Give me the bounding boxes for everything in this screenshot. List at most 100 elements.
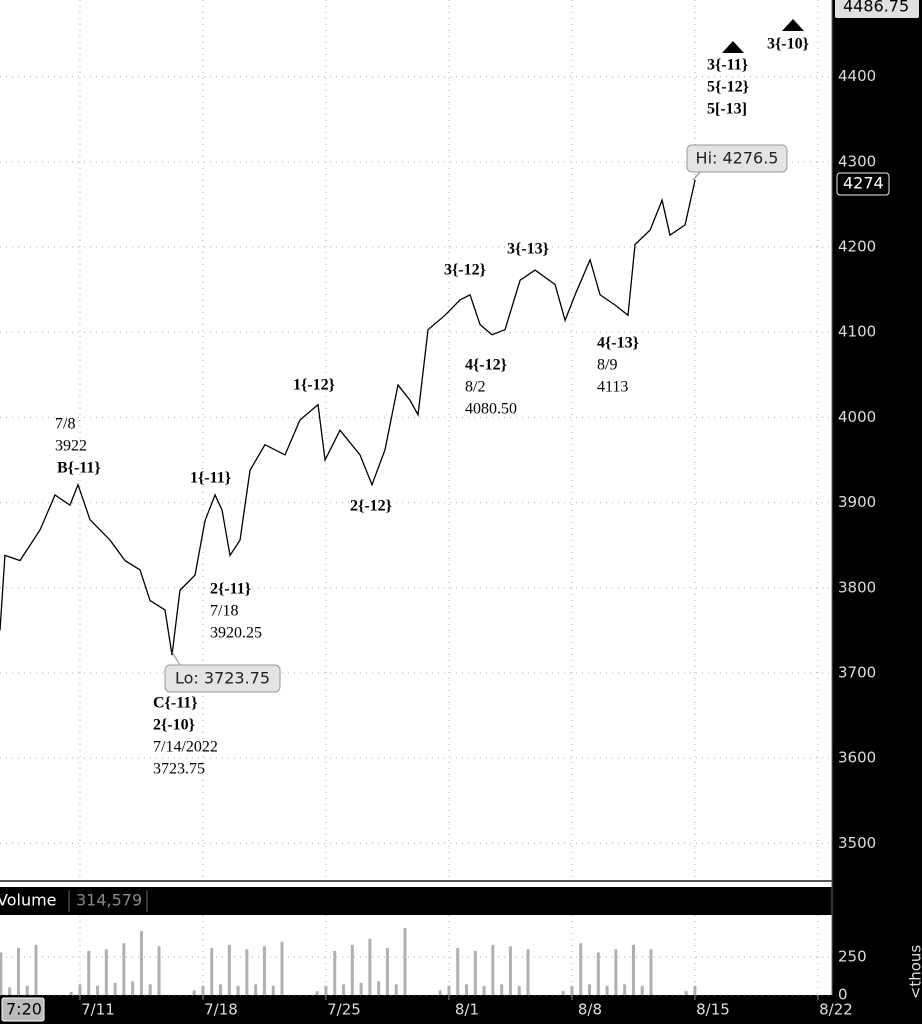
volume-bar	[649, 949, 653, 995]
volume-bar	[236, 985, 240, 995]
x-tick-label: 7/18	[204, 1001, 238, 1019]
axis-top-label: 4486.75	[843, 0, 909, 16]
volume-bar	[482, 985, 486, 995]
volume-bar	[508, 946, 512, 995]
y-tick-label: 4400	[838, 67, 876, 85]
volume-bar	[491, 944, 495, 995]
annotation: 7/14/2022	[153, 739, 218, 756]
volume-bar	[315, 991, 319, 995]
y-tick-label: 4000	[838, 408, 876, 426]
cursor-box	[1, 997, 45, 1022]
high-callout-box	[686, 144, 788, 173]
volume-bar	[500, 984, 504, 995]
volume-bar	[254, 984, 258, 995]
volume-bar	[579, 943, 583, 995]
annotation: 2{-11}	[210, 581, 251, 598]
volume-bar	[78, 984, 82, 995]
volume-bar	[359, 982, 363, 995]
volume-bar	[377, 981, 381, 995]
volume-bar	[245, 949, 249, 995]
volume-bar	[368, 938, 372, 995]
volume-bar	[403, 928, 407, 995]
volume-bar	[596, 952, 600, 995]
annotation: 5{-12}	[707, 79, 749, 96]
volume-title: Volume	[0, 891, 57, 910]
volume-bar	[342, 984, 346, 995]
annotation: 8/9	[597, 357, 617, 374]
x-tick-label: 8/15	[696, 1001, 730, 1019]
volume-bar	[517, 985, 521, 995]
marker-triangle	[722, 41, 744, 53]
volume-bar	[122, 943, 126, 995]
volume-bar	[192, 990, 196, 995]
volume-bar	[201, 985, 205, 995]
volume-bar	[96, 985, 100, 995]
price-line	[0, 179, 696, 656]
volume-bar	[131, 981, 135, 995]
volume-bar	[157, 946, 161, 995]
volume-bar	[16, 947, 20, 995]
volume-bar	[605, 985, 609, 995]
last-price-label: 4274	[843, 174, 884, 193]
annotation: 3920.25	[210, 625, 262, 642]
y-tick-label: 3900	[838, 493, 876, 511]
annotation: 8/2	[465, 379, 485, 396]
volume-bar	[227, 944, 231, 995]
annotation: 4{-12}	[465, 357, 507, 374]
volume-bar	[614, 949, 618, 995]
volume-bar	[113, 982, 117, 995]
volume-bar	[394, 984, 398, 995]
volume-bar	[69, 991, 73, 995]
volume-bar	[350, 944, 354, 995]
volume-bar	[570, 985, 574, 995]
cursor-label: 7:20	[6, 1000, 42, 1019]
annotation: 1{-12}	[293, 377, 335, 394]
y-tick-label: 3500	[838, 834, 876, 852]
volume-bar	[623, 984, 627, 995]
annotation: 2{-10}	[153, 717, 195, 734]
y-tick-label: 4300	[838, 152, 876, 170]
volume-bar	[280, 941, 284, 995]
volume-bar	[684, 991, 688, 995]
annotation: 3{-10}	[767, 36, 809, 53]
annotation: 7/18	[210, 603, 238, 620]
volume-bar	[262, 946, 266, 995]
annotation: 2{-12}	[350, 498, 392, 515]
volume-bar	[219, 984, 223, 995]
volume-readout: 314,579	[76, 891, 142, 910]
y-tick-label: 3600	[838, 749, 876, 767]
right-axis-panel	[832, 0, 922, 1024]
volume-bar	[631, 944, 635, 995]
volume-bar	[148, 984, 152, 995]
low-callout: Lo: 3723.75	[175, 669, 270, 688]
annotation: 1{-11}	[190, 470, 231, 487]
annotation: 4{-13}	[597, 335, 639, 352]
volume-bar	[87, 950, 91, 995]
x-tick-label: 8/22	[819, 1001, 853, 1019]
y-tick-label: 4200	[838, 238, 876, 256]
annotation: 4080.50	[465, 401, 517, 418]
volume-tick-label: 250	[838, 947, 867, 965]
volume-bar	[333, 950, 337, 995]
annotation: C{-11}	[153, 695, 198, 712]
volume-bar	[210, 947, 214, 995]
volume-bar	[526, 949, 530, 995]
x-tick-label: 7/11	[81, 1001, 115, 1019]
annotation: 3{-11}	[707, 57, 748, 74]
volume-bar	[104, 949, 108, 995]
annotation: 3{-12}	[444, 262, 486, 279]
annotation: 3{-13}	[507, 241, 549, 258]
x-tick-label: 8/8	[578, 1001, 602, 1019]
volume-bar	[8, 987, 12, 995]
marker-triangle	[782, 19, 804, 31]
high-callout: Hi: 4276.5	[696, 149, 779, 168]
volume-bar	[456, 947, 460, 995]
x-tick-label: 7/25	[327, 1001, 361, 1019]
volume-bar	[324, 985, 328, 995]
volume-bar	[0, 952, 3, 995]
annotation: 7/8	[55, 416, 75, 433]
annotation: 4113	[597, 379, 628, 396]
volume-tick-label: 0	[838, 986, 848, 1004]
y-tick-label: 4100	[838, 323, 876, 341]
